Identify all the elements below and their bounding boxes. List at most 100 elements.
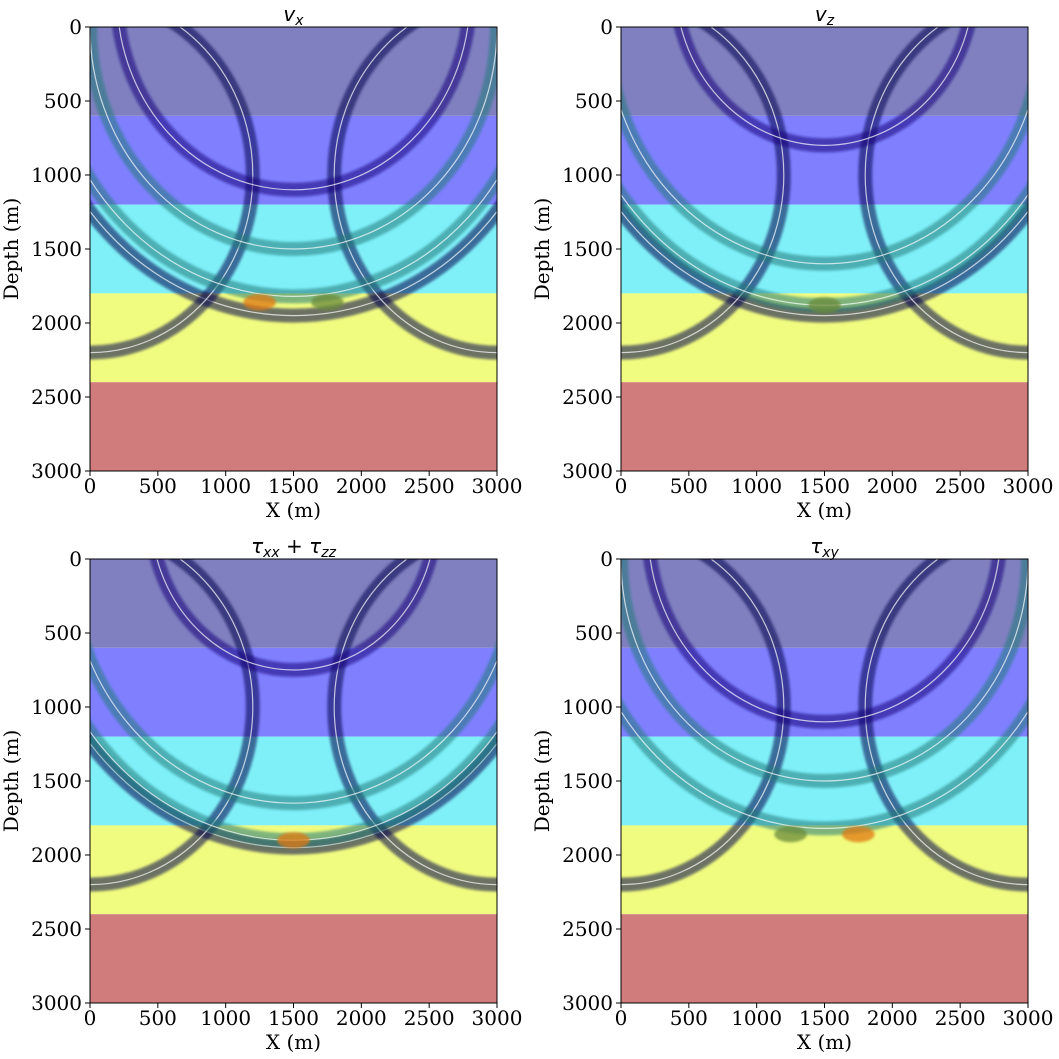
layer-band: [90, 27, 497, 116]
y-tick-label: 500: [575, 621, 613, 645]
y-tick-label: 3000: [562, 991, 613, 1015]
x-tick-label: 500: [139, 1006, 177, 1030]
wave-blob: [277, 832, 310, 849]
x-tick-label: 0: [615, 474, 628, 498]
y-tick-label: 3000: [31, 459, 82, 483]
panel-2: 0 500 1000 1500 2000 2500 30000500100015002000…: [530, 2, 1054, 522]
x-tick-label: 0: [84, 1006, 97, 1030]
wave-blob: [774, 826, 807, 843]
x-tick-label: 0: [615, 1006, 628, 1030]
wavefield: [90, 559, 497, 892]
wavefront-highlight: [864, 27, 1028, 354]
layer-band: [621, 914, 1028, 1003]
layer-band: [621, 559, 1028, 648]
x-tick-label: 1500: [268, 474, 319, 498]
wavefront-highlight: [333, 27, 497, 354]
y-tick-label: 0: [600, 547, 613, 571]
x-tick-label: 2500: [404, 1006, 455, 1030]
x-tick-label: 2500: [935, 1006, 986, 1030]
x-tick-label: 3000: [472, 474, 523, 498]
wavefront-highlight: [90, 178, 497, 297]
wavefront-highlight: [90, 27, 254, 354]
layer-band: [621, 115, 1028, 205]
y-tick-label: 500: [44, 89, 82, 113]
layer-band: [90, 382, 497, 471]
x-tick-label: 2000: [336, 1006, 387, 1030]
wave-blob: [808, 297, 841, 314]
panel-4: 0 500 1000 1500 2000 2500 30000500100015002000…: [530, 534, 1054, 1054]
y-tick-label: 0: [69, 15, 82, 39]
x-tick-label: 3000: [1003, 1006, 1054, 1030]
y-axis-label: Depth (m): [0, 198, 23, 301]
y-tick-label: 3000: [562, 459, 613, 483]
wavefront-highlight: [156, 559, 431, 671]
wave-blob: [842, 826, 875, 843]
y-tick-label: 1000: [31, 695, 82, 719]
x-tick-label: 2500: [404, 474, 455, 498]
x-tick-label: 1500: [268, 1006, 319, 1030]
y-axis-label: Depth (m): [530, 730, 554, 833]
x-tick-label: 3000: [472, 1006, 523, 1030]
y-tick-label: 2500: [562, 917, 613, 941]
y-tick-label: 0: [600, 15, 613, 39]
y-tick-label: 3000: [31, 991, 82, 1015]
x-axis-label: X (m): [797, 498, 852, 522]
y-tick-label: 2000: [31, 311, 82, 335]
wavefront-highlight: [649, 559, 1000, 723]
x-tick-label: 1000: [200, 1006, 251, 1030]
x-tick-label: 0: [84, 474, 97, 498]
wavefront-highlight: [621, 107, 1028, 265]
wavefront-highlight: [680, 27, 969, 146]
x-tick-label: 500: [139, 474, 177, 498]
y-tick-label: 1500: [31, 769, 82, 793]
panel-3: 0 500 1000 1500 2000 2500 30000500100015002000…: [0, 534, 523, 1054]
x-axis-label: X (m): [266, 1030, 321, 1054]
y-tick-label: 1500: [562, 237, 613, 261]
wave-blob: [243, 294, 276, 311]
y-tick-label: 2500: [562, 385, 613, 409]
y-tick-label: 1000: [562, 163, 613, 187]
panel-title: vz: [815, 2, 835, 29]
x-tick-label: 500: [670, 1006, 708, 1030]
x-tick-label: 2000: [336, 474, 387, 498]
y-tick-label: 1500: [562, 769, 613, 793]
panel-1: 0 500 1000 1500 2000 2500 30000500100015002000…: [0, 2, 523, 522]
wavefront-highlight: [621, 710, 1028, 829]
y-tick-label: 2000: [31, 843, 82, 867]
y-tick-label: 2000: [562, 843, 613, 867]
wave-blob: [311, 294, 344, 311]
wavefront-highlight: [621, 559, 1028, 782]
x-tick-label: 2000: [867, 474, 918, 498]
wavefront-highlight: [333, 559, 497, 886]
x-axis-label: X (m): [266, 498, 321, 522]
layer-band: [90, 914, 497, 1003]
y-axis-label: Depth (m): [0, 730, 23, 833]
y-tick-label: 0: [69, 547, 82, 571]
x-tick-label: 500: [670, 474, 708, 498]
wavefront-highlight: [90, 210, 497, 317]
x-tick-label: 3000: [1003, 474, 1054, 498]
x-tick-label: 1000: [731, 1006, 782, 1030]
panel-title: vx: [283, 2, 304, 29]
x-tick-label: 1000: [200, 474, 251, 498]
y-tick-label: 1000: [562, 695, 613, 719]
x-axis-label: X (m): [797, 1030, 852, 1054]
y-axis-label: Depth (m): [530, 198, 554, 301]
x-tick-label: 2000: [867, 1006, 918, 1030]
y-tick-label: 1500: [31, 237, 82, 261]
y-tick-label: 500: [575, 89, 613, 113]
layer-band: [621, 204, 1028, 294]
y-tick-label: 1000: [31, 163, 82, 187]
wavefront-highlight: [118, 27, 469, 191]
wavefront-highlight: [90, 559, 254, 886]
layer-band: [621, 382, 1028, 471]
x-tick-label: 1500: [799, 474, 850, 498]
wavefield: [90, 27, 497, 360]
y-tick-label: 2000: [562, 311, 613, 335]
y-tick-label: 500: [44, 621, 82, 645]
panel-title: τxx + τzz: [251, 534, 337, 561]
wavefront-highlight: [90, 27, 497, 250]
panel-title: τxy: [810, 534, 839, 561]
x-tick-label: 2500: [935, 474, 986, 498]
